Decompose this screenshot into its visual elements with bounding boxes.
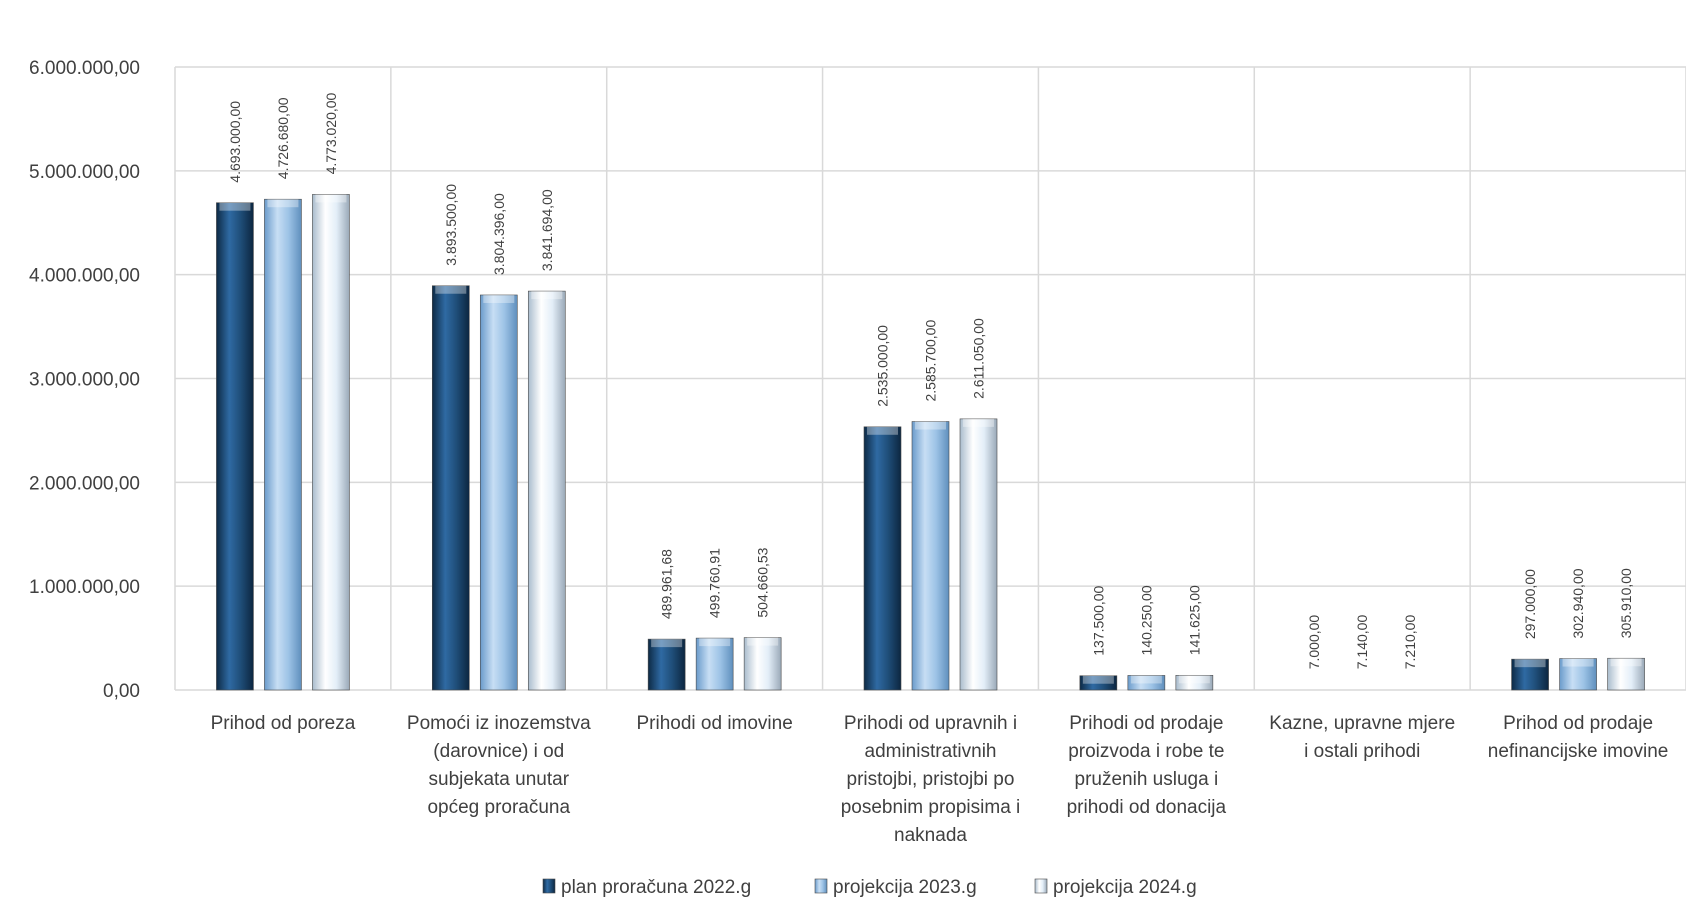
bar-highlight (915, 421, 946, 430)
data-label: 489.961,68 (659, 549, 675, 619)
x-tick-label: subjekata unutar (429, 769, 570, 790)
data-label: 2.535.000,00 (875, 325, 891, 407)
x-tick-label: Prihod od poreza (211, 713, 356, 734)
bar-highlight (1130, 675, 1162, 684)
bar (647, 638, 686, 691)
y-tick-label: 1.000.000,00 (29, 577, 140, 598)
data-label: 504.660,53 (755, 547, 771, 617)
legend: plan proračuna 2022.g projekcija 2023.g pr… (542, 877, 1197, 898)
labels-layer: 0,00 1.000.000,00 2.000.000,00 3.000.000,00… (29, 58, 1668, 846)
bar-highlight (651, 639, 683, 648)
legend-swatch (542, 878, 556, 894)
legend-label: plan proračuna 2022.g (561, 877, 751, 898)
bar-highlight (1514, 659, 1546, 668)
y-tick-label: 5.000.000,00 (29, 162, 140, 183)
data-label: 4.773.020,00 (323, 92, 339, 174)
x-tick-label: posebnim propisima i (841, 797, 1021, 818)
x-tick-label: prihodi od donacija (1067, 797, 1227, 818)
data-label: 140.250,00 (1138, 585, 1154, 655)
legend-label: projekcija 2024.g (1053, 877, 1197, 898)
bar (959, 418, 998, 691)
y-tick-label: 0,00 (103, 681, 140, 702)
data-label: 7.000,00 (1306, 615, 1322, 670)
x-tick-label: pruženih usluga i (1075, 769, 1219, 790)
bar (216, 202, 254, 691)
data-label: 3.893.500,00 (443, 184, 459, 266)
x-tick-label: Kazne, upravne mjere (1269, 713, 1455, 734)
bar-highlight (267, 199, 299, 208)
data-label: 2.585.700,00 (923, 320, 939, 402)
data-label: 7.140,00 (1354, 615, 1370, 670)
x-tick-label: pristojbi, pristojbi po (847, 769, 1015, 790)
bar (431, 285, 470, 691)
bar (911, 421, 950, 691)
bar (1175, 674, 1214, 691)
data-label: 4.693.000,00 (227, 101, 243, 183)
x-tick-label: nefinancijske imovine (1488, 741, 1669, 762)
legend-swatch (1034, 878, 1048, 894)
x-tick-label: općeg proračuna (427, 797, 570, 818)
x-tick-label: Prihodi od upravnih i (844, 713, 1017, 734)
x-tick-label: Prihod od prodaje (1503, 713, 1653, 734)
bar-highlight (963, 418, 994, 427)
bar (1607, 657, 1645, 691)
data-label: 297.000,00 (1522, 569, 1538, 639)
bars-layer (216, 194, 1645, 691)
bar (695, 637, 734, 691)
y-tick-label: 4.000.000,00 (29, 266, 140, 287)
y-tick-label: 3.000.000,00 (29, 370, 140, 391)
x-tick-label: administrativnih (865, 741, 997, 762)
bar-highlight (747, 637, 779, 646)
x-tick-label: Pomoći iz inozemstva (407, 713, 591, 734)
bar (527, 290, 566, 691)
bar-highlight (1610, 658, 1642, 667)
bar (1559, 658, 1597, 691)
data-label: 137.500,00 (1090, 585, 1106, 655)
x-tick-label: naknada (894, 825, 967, 846)
bar (1511, 658, 1549, 691)
bar-highlight (867, 426, 898, 435)
data-label: 3.841.694,00 (539, 189, 555, 271)
bar-highlight (219, 202, 251, 211)
bar-highlight (699, 638, 731, 647)
y-tick-label: 6.000.000,00 (29, 58, 140, 79)
data-label: 499.760,91 (707, 548, 723, 618)
bar (312, 194, 350, 691)
y-tick-label: 2.000.000,00 (29, 473, 140, 494)
data-label: 302.940,00 (1570, 568, 1586, 638)
data-label: 3.804.396,00 (491, 193, 507, 275)
x-tick-label: Prihodi od prodaje (1069, 713, 1223, 734)
data-label: 7.210,00 (1402, 615, 1418, 670)
bar (264, 198, 302, 691)
bar (1079, 675, 1118, 691)
bar-highlight (435, 285, 467, 294)
x-tick-label: (darovnice) i od (433, 741, 564, 762)
bar-highlight (1082, 675, 1114, 684)
data-label: 2.611.050,00 (971, 318, 987, 399)
data-label: 4.726.680,00 (275, 97, 291, 179)
legend-swatch (814, 878, 828, 894)
bar (479, 294, 518, 691)
legend-label: projekcija 2023.g (833, 877, 977, 898)
bar (743, 637, 782, 691)
bar-highlight (531, 291, 563, 300)
x-tick-label: proizvoda i robe te (1068, 741, 1224, 762)
x-tick-label: Prihodi od imovine (636, 713, 792, 734)
bar (1127, 675, 1166, 691)
data-label: 141.625,00 (1186, 585, 1202, 655)
x-tick-label: i ostali prihodi (1304, 741, 1420, 762)
bar-highlight (1178, 675, 1210, 684)
data-label: 305.910,00 (1618, 568, 1634, 638)
bar-highlight (483, 294, 515, 303)
bar-highlight (1562, 658, 1594, 667)
bar-highlight (315, 194, 347, 203)
grid-layer (174, 66, 1686, 691)
bar (863, 426, 902, 691)
